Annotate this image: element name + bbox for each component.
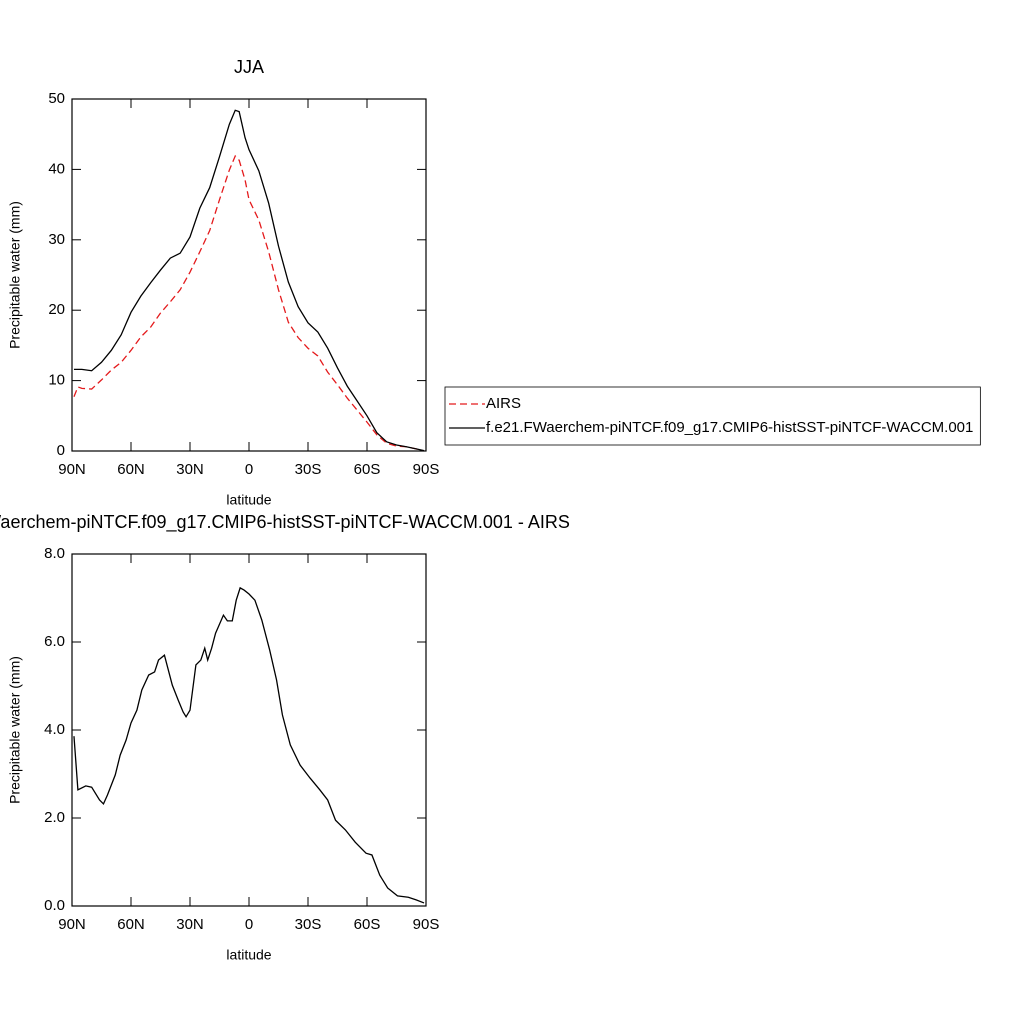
- chart-title: JJA: [234, 57, 264, 77]
- y-tick-label: 6.0: [44, 633, 65, 650]
- y-axis-title: Precipitable water (mm): [7, 656, 23, 804]
- x-tick-label: 60S: [354, 916, 381, 933]
- y-tick-label: 40: [48, 160, 65, 177]
- x-tick-label: 30N: [176, 461, 204, 478]
- x-tick-label: 90N: [58, 916, 86, 933]
- x-axis-title: latitude: [226, 947, 271, 963]
- legend-frame: [444, 386, 981, 446]
- chart: f.e21.FWaerchem-piNTCF.f09_g17.CMIP6-his…: [0, 512, 570, 963]
- data-line: [73, 109, 425, 452]
- x-tick-label: 30S: [295, 916, 322, 933]
- y-tick-label: 20: [48, 301, 65, 318]
- y-tick-label: 4.0: [44, 721, 65, 738]
- y-tick-label: 10: [48, 372, 65, 389]
- data-line: [73, 154, 425, 452]
- y-tick-label: 0: [57, 442, 65, 459]
- x-tick-label: 0: [245, 916, 253, 933]
- chart: JJA latitude Precipitable water (mm) 90N 60N…: [7, 57, 981, 508]
- x-tick-label: 60N: [117, 916, 145, 933]
- legend-label: AIRS: [486, 395, 521, 412]
- x-axis-title: latitude: [226, 492, 271, 508]
- y-tick-label: 8.0: [44, 545, 65, 562]
- x-tick-label: 90S: [413, 461, 440, 478]
- plot-frame: [71, 98, 427, 452]
- y-tick-label: 50: [48, 90, 65, 107]
- y-tick-label: 0.0: [44, 897, 65, 914]
- y-tick-label: 2.0: [44, 809, 65, 826]
- x-tick-label: 90S: [413, 916, 440, 933]
- legend-label: f.e21.FWaerchem-piNTCF.f09_g17.CMIP6-his…: [486, 419, 973, 436]
- data-line: [73, 586, 425, 904]
- x-tick-label: 60N: [117, 461, 145, 478]
- legend: AIRS f.e21.FWaerchem-piNTCF.f09_g17.CMIP6…: [444, 386, 981, 446]
- x-tick-label: 90N: [58, 461, 86, 478]
- y-axis-title: Precipitable water (mm): [7, 201, 23, 349]
- x-tick-label: 60S: [354, 461, 381, 478]
- x-tick-label: 30S: [295, 461, 322, 478]
- chart-title: f.e21.FWaerchem-piNTCF.f09_g17.CMIP6-his…: [0, 512, 570, 533]
- x-tick-label: 30N: [176, 916, 204, 933]
- y-tick-label: 30: [48, 231, 65, 248]
- x-tick-label: 0: [245, 461, 253, 478]
- plot-frame: [71, 553, 427, 907]
